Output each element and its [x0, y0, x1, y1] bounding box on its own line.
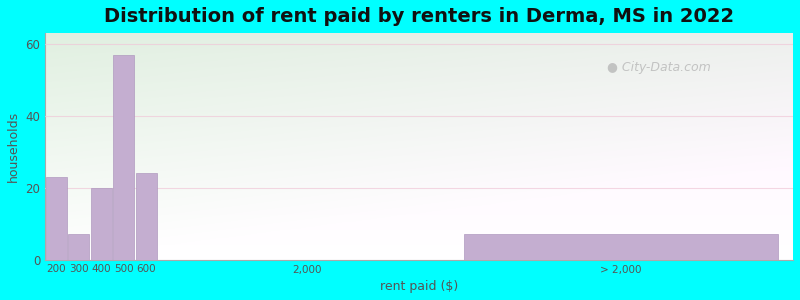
Bar — [91, 188, 112, 260]
Bar — [46, 177, 67, 260]
Title: Distribution of rent paid by renters in Derma, MS in 2022: Distribution of rent paid by renters in … — [104, 7, 734, 26]
Bar — [464, 235, 778, 260]
Text: ● City-Data.com: ● City-Data.com — [606, 61, 710, 74]
Bar — [69, 235, 90, 260]
Bar — [114, 55, 134, 260]
Y-axis label: households: households — [7, 111, 20, 182]
Bar — [136, 173, 157, 260]
X-axis label: rent paid ($): rent paid ($) — [380, 280, 458, 293]
